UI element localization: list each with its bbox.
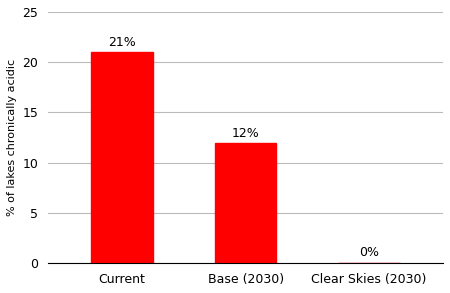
Y-axis label: % of lakes chronically acidic: % of lakes chronically acidic bbox=[7, 59, 17, 216]
Bar bbox=[91, 52, 153, 263]
Text: 21%: 21% bbox=[108, 36, 136, 49]
Text: 12%: 12% bbox=[232, 127, 260, 140]
Bar bbox=[215, 143, 276, 263]
Text: 0%: 0% bbox=[359, 246, 379, 259]
